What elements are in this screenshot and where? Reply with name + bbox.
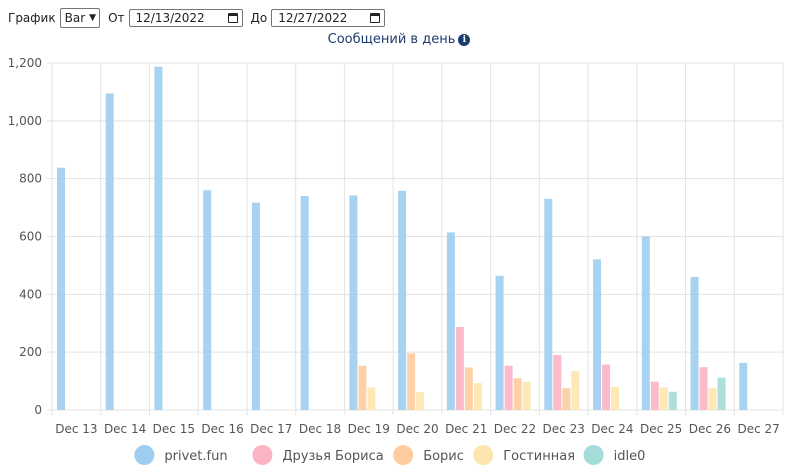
y-tick-label: 400 bbox=[19, 287, 42, 301]
info-icon[interactable]: i bbox=[458, 33, 471, 46]
from-date-label: От bbox=[108, 11, 125, 25]
legend-marker bbox=[134, 445, 155, 465]
x-tick-label: Dec 24 bbox=[591, 422, 633, 436]
bar bbox=[57, 167, 65, 410]
y-tick-label: 800 bbox=[19, 172, 42, 186]
legend-label: idle0 bbox=[614, 449, 646, 464]
x-tick-label: Dec 27 bbox=[737, 422, 779, 436]
bar bbox=[416, 392, 425, 410]
bar bbox=[571, 370, 580, 410]
bar bbox=[349, 195, 358, 410]
from-date-input[interactable]: 12/13/2022 bbox=[128, 9, 243, 27]
bar bbox=[717, 377, 726, 410]
legend-label: Друзья Бориса bbox=[282, 449, 383, 464]
legend-label: Борис bbox=[423, 449, 464, 464]
bar bbox=[611, 386, 620, 410]
bar bbox=[446, 232, 455, 410]
x-tick-label: Dec 14 bbox=[104, 422, 146, 436]
chart-type-label: График bbox=[8, 11, 56, 25]
bar bbox=[668, 391, 677, 410]
bar bbox=[154, 66, 163, 411]
x-tick-label: Dec 21 bbox=[445, 422, 487, 436]
chevron-down-icon: ▼ bbox=[89, 13, 97, 23]
y-tick-label: 600 bbox=[19, 230, 42, 244]
legend-label: Гостинная bbox=[503, 449, 575, 464]
bar bbox=[367, 387, 376, 410]
bar bbox=[300, 196, 309, 410]
bar bbox=[659, 387, 668, 410]
x-tick-label: Dec 15 bbox=[153, 422, 195, 436]
y-tick-label: 200 bbox=[19, 345, 42, 359]
y-tick-label: 1,000 bbox=[8, 114, 42, 128]
bar bbox=[739, 362, 748, 410]
bar bbox=[602, 364, 611, 410]
chart-title-row: Сообщений в день i bbox=[0, 32, 798, 47]
legend-marker bbox=[473, 445, 494, 465]
bar bbox=[553, 355, 562, 410]
bar bbox=[641, 236, 650, 410]
x-tick-label: Dec 16 bbox=[201, 422, 243, 436]
bar bbox=[544, 198, 553, 410]
chart-type-value: Bar bbox=[64, 11, 86, 25]
x-tick-label: Dec 18 bbox=[299, 422, 341, 436]
x-tick-label: Dec 19 bbox=[348, 422, 390, 436]
bar bbox=[562, 388, 571, 410]
bar bbox=[708, 388, 717, 410]
bar bbox=[513, 378, 522, 410]
to-date-label: До bbox=[250, 11, 268, 25]
bar bbox=[251, 202, 260, 410]
y-tick-label: 0 bbox=[34, 403, 42, 417]
bar bbox=[650, 381, 659, 410]
to-date-input[interactable]: 12/27/2022 bbox=[271, 9, 386, 27]
legend-marker bbox=[583, 445, 604, 465]
legend-label: privet.fun bbox=[164, 449, 227, 464]
bar bbox=[407, 353, 416, 410]
bar bbox=[593, 259, 602, 410]
x-tick-label: Dec 26 bbox=[689, 422, 731, 436]
chart-title: Сообщений в день bbox=[327, 32, 456, 47]
x-tick-label: Dec 13 bbox=[55, 422, 97, 436]
calendar-icon[interactable] bbox=[370, 13, 381, 23]
bar bbox=[473, 383, 482, 410]
legend-marker bbox=[252, 445, 273, 465]
y-tick-label: 1,200 bbox=[8, 56, 42, 70]
bar bbox=[690, 276, 699, 410]
bar bbox=[504, 365, 513, 410]
from-date-value: 12/13/2022 bbox=[135, 11, 205, 25]
bar bbox=[105, 93, 114, 411]
chart-type-select[interactable]: Bar ▼ bbox=[59, 8, 101, 28]
x-tick-label: Dec 25 bbox=[640, 422, 682, 436]
x-tick-label: Dec 17 bbox=[250, 422, 292, 436]
to-date-value: 12/27/2022 bbox=[278, 11, 348, 25]
bar bbox=[398, 190, 407, 410]
bar bbox=[455, 327, 464, 410]
calendar-icon[interactable] bbox=[227, 13, 238, 23]
bar bbox=[699, 367, 708, 410]
x-tick-label: Dec 23 bbox=[543, 422, 585, 436]
chart-controls: График Bar ▼ От 12/13/2022 До 12/27/2022 bbox=[0, 6, 386, 30]
bar bbox=[358, 365, 367, 410]
x-tick-label: Dec 20 bbox=[396, 422, 438, 436]
bar bbox=[464, 367, 473, 410]
legend-marker bbox=[393, 445, 414, 465]
bar bbox=[495, 275, 504, 410]
bar bbox=[522, 381, 531, 410]
x-tick-label: Dec 22 bbox=[494, 422, 536, 436]
bar bbox=[203, 190, 212, 410]
